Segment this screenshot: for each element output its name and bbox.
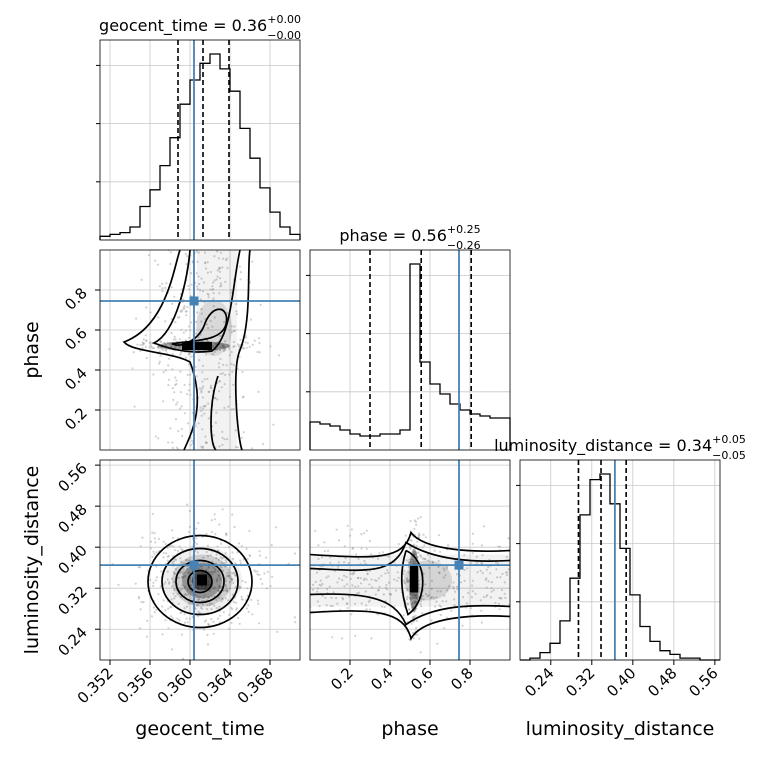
title-luminosity_distance: luminosity_distance = 0.34+0.05 <box>494 433 746 456</box>
contour-level <box>147 534 253 629</box>
x-axis-label-phase: phase <box>381 718 438 740</box>
x-tick-label-luminosity_distance: 0.24 <box>521 664 557 700</box>
contour-level <box>151 250 241 353</box>
y-tick-label-luminosity_distance: 0.40 <box>54 541 90 577</box>
density-phase-vs-luminosity_distance <box>310 548 510 613</box>
contour-level <box>161 547 239 616</box>
axes-frame <box>309 249 511 451</box>
hist-phase <box>309 263 511 450</box>
contour-level <box>310 530 510 558</box>
axes-frame <box>309 459 511 661</box>
contour-level <box>122 250 199 450</box>
contour-level <box>175 559 225 604</box>
x-tick-label-luminosity_distance: 0.32 <box>562 664 598 700</box>
density-geocent_time-vs-phase <box>158 250 237 450</box>
axes-frame <box>99 459 301 661</box>
truth-marker <box>189 560 199 570</box>
title-geocent_time-sub: −0.00 <box>267 29 301 42</box>
title-phase: phase = 0.56+0.25 <box>339 223 480 245</box>
y-axis-label-phase: phase <box>21 321 43 378</box>
x-tick-label-luminosity_distance: 0.56 <box>685 664 721 700</box>
hist-geocent_time <box>99 53 301 240</box>
contour-level <box>310 610 510 641</box>
axes-frame <box>99 249 301 451</box>
title-geocent_time: geocent_time = 0.36+0.00 <box>99 13 301 36</box>
axes-frame <box>99 39 301 241</box>
y-axis-label-luminosity_distance: luminosity_distance <box>21 466 43 655</box>
title-phase-main: phase = 0.56 <box>339 226 446 245</box>
x-axis-label-luminosity_distance: luminosity_distance <box>526 718 715 740</box>
panel-luminosity_distance-hist <box>520 460 720 660</box>
y-tick-label-phase: 0.2 <box>61 404 91 434</box>
contour-level <box>310 593 510 626</box>
truth-marker <box>189 296 199 306</box>
title-geocent_time-main: geocent_time = 0.36 <box>99 16 267 36</box>
contours-geocent_time-vs-phase <box>122 250 251 450</box>
y-tick-label-luminosity_distance: 0.32 <box>54 582 90 618</box>
title-phase-sub: −0.26 <box>447 239 481 252</box>
x-tick-label-phase: 0.4 <box>367 664 397 694</box>
contour-level <box>210 375 219 450</box>
x-tick-label-geocent_time: 0.356 <box>114 664 157 707</box>
contour-level <box>310 541 510 572</box>
y-tick-label-phase: 0.8 <box>61 284 91 314</box>
title-geocent_time-sup: +0.00 <box>267 13 301 26</box>
x-tick-label-phase: 0.6 <box>407 664 437 694</box>
title-luminosity_distance-sup: +0.05 <box>712 433 746 446</box>
title-phase-sup: +0.25 <box>447 223 481 236</box>
y-tick-label-phase: 0.4 <box>61 364 91 394</box>
truth-marker <box>454 560 464 570</box>
contour-level <box>187 569 213 594</box>
x-tick-label-geocent_time: 0.360 <box>154 664 197 707</box>
x-axis-label-geocent_time: geocent_time <box>135 718 264 740</box>
x-tick-label-geocent_time: 0.352 <box>74 664 117 707</box>
y-tick-label-luminosity_distance: 0.48 <box>54 500 90 536</box>
x-tick-label-luminosity_distance: 0.48 <box>644 664 680 700</box>
contour-level <box>234 250 251 450</box>
contour-level <box>171 308 228 346</box>
axes-frame <box>519 459 721 661</box>
contours-geocent_time-vs-luminosity_distance <box>147 534 253 629</box>
x-tick-label-phase: 0.8 <box>447 664 477 694</box>
y-tick-label-luminosity_distance: 0.56 <box>54 459 90 495</box>
x-tick-label-geocent_time: 0.364 <box>194 664 237 707</box>
x-tick-label-luminosity_distance: 0.40 <box>603 664 639 700</box>
x-tick-label-geocent_time: 0.368 <box>234 664 277 707</box>
y-tick-label-luminosity_distance: 0.24 <box>54 623 90 659</box>
density-geocent_time-vs-luminosity_distance <box>162 546 242 615</box>
title-luminosity_distance-main: luminosity_distance = 0.34 <box>494 436 712 456</box>
y-tick-label-phase: 0.6 <box>61 324 91 354</box>
title-luminosity_distance-sub: −0.05 <box>712 449 746 462</box>
x-tick-label-phase: 0.2 <box>327 664 357 694</box>
